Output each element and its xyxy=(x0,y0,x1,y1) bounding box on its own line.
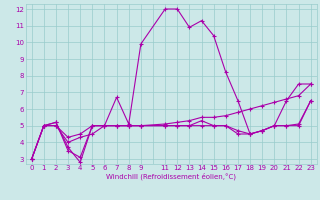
X-axis label: Windchill (Refroidissement éolien,°C): Windchill (Refroidissement éolien,°C) xyxy=(106,173,236,180)
